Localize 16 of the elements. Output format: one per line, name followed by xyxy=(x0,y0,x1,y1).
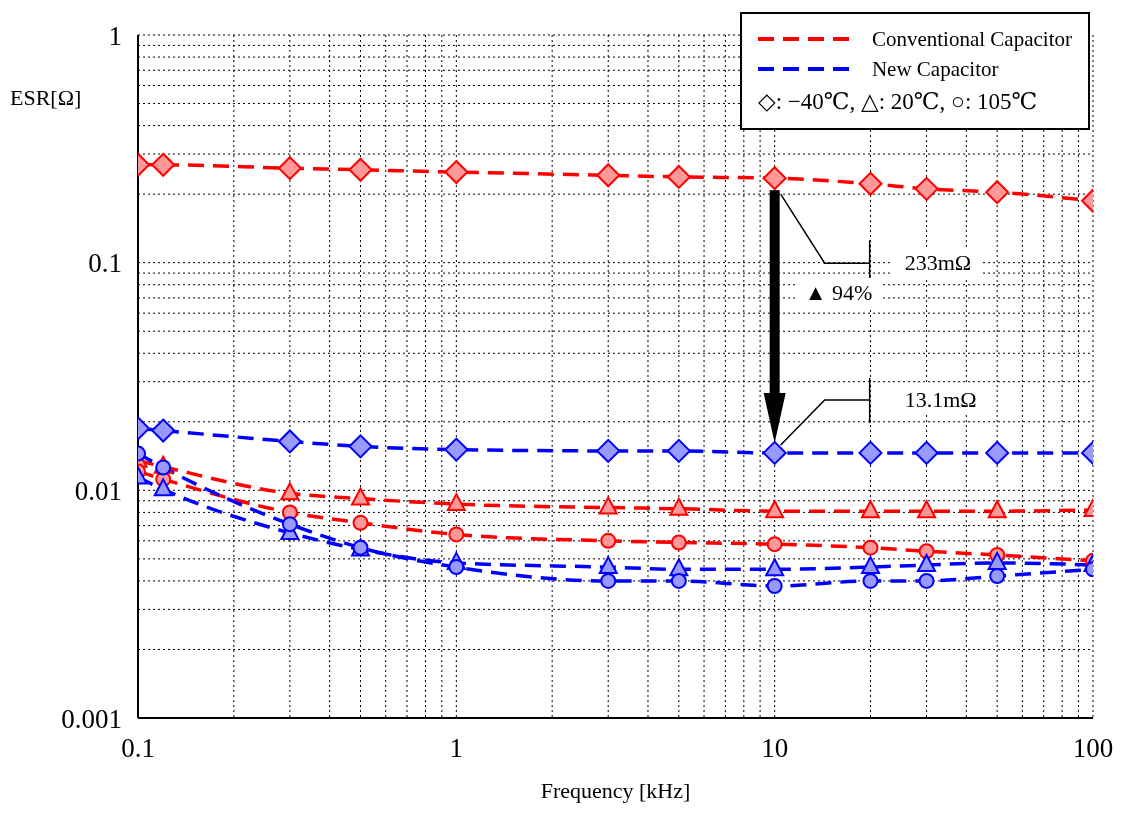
y-axis-title: ESR[Ω] xyxy=(10,85,82,111)
x-tick-label: 1 xyxy=(449,733,464,764)
x-axis-title: Frequency [kHz] xyxy=(540,778,691,803)
x-tick-label: 0.1 xyxy=(121,733,155,764)
y-tick-label: 0.1 xyxy=(88,248,122,279)
y-tick-label: 0.001 xyxy=(61,703,122,734)
annotation: ▲ 94% xyxy=(794,277,883,308)
x-tick-label: 10 xyxy=(761,733,789,764)
annotation: ◇: −40℃, △: 20℃, ○: 105℃ xyxy=(757,87,1039,116)
legend-label: New Capacitor xyxy=(871,56,999,82)
legend-label: Conventional Capacitor xyxy=(871,26,1072,52)
x-tick-label: 100 xyxy=(1072,733,1114,764)
annotation: 13.1mΩ xyxy=(892,384,989,415)
y-tick-label: 0.01 xyxy=(74,475,122,506)
annotation: 233mΩ xyxy=(892,248,984,279)
y-tick-label: 1 xyxy=(108,20,122,51)
